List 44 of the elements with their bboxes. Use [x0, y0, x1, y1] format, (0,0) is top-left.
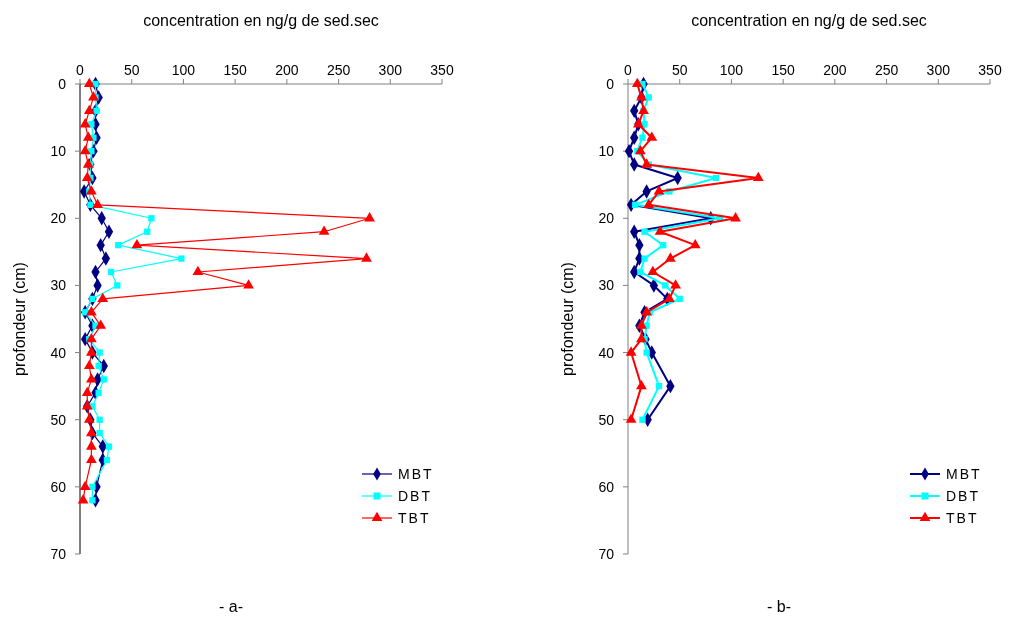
- x-tick-label: 150: [223, 62, 248, 78]
- y-tick-label: 60: [50, 478, 67, 495]
- y-tick-label: 50: [50, 411, 67, 428]
- y-tick-label: 0: [58, 76, 67, 92]
- x-tick-label: 100: [171, 62, 196, 78]
- y-tick-label: 0: [606, 76, 615, 92]
- legend-label: DBT: [398, 488, 432, 504]
- legend-label: MBT: [946, 466, 982, 482]
- x-tick-label: 50: [123, 62, 140, 78]
- y-tick-label: 10: [598, 143, 615, 160]
- y-tick-label: 40: [50, 344, 67, 361]
- x-tick-label: 100: [719, 62, 744, 78]
- text: - b-: [767, 598, 791, 615]
- legend-label: TBT: [946, 510, 979, 526]
- legend-label: TBT: [398, 510, 431, 526]
- x-tick-label: 300: [378, 62, 403, 78]
- x-tick-label: 250: [874, 62, 899, 78]
- y-tick-label: 70: [50, 546, 67, 562]
- x-tick-label: 0: [624, 62, 633, 78]
- y-tick-label: 30: [50, 277, 67, 294]
- y-tick-label: 50: [598, 411, 615, 428]
- y-tick-label: 40: [598, 344, 615, 361]
- text: - a-: [219, 598, 243, 615]
- legend-label: DBT: [946, 488, 980, 504]
- x-tick-label: 300: [926, 62, 951, 78]
- x-tick-label: 0: [76, 62, 85, 78]
- x-tick-label: 150: [771, 62, 796, 78]
- x-tick-label: 200: [275, 62, 299, 78]
- x-axis-title: concentration en ng/g de sed.sec: [143, 12, 379, 29]
- y-tick-label: 20: [598, 210, 615, 227]
- y-tick-label: 30: [598, 277, 615, 294]
- y-tick-label: 20: [50, 210, 67, 227]
- y-tick-label: 60: [598, 478, 615, 495]
- x-tick-label: 200: [823, 62, 847, 78]
- x-tick-label: 350: [430, 62, 454, 78]
- legend-label: MBT: [398, 466, 434, 482]
- x-tick-label: 50: [671, 62, 688, 78]
- x-tick-label: 350: [978, 62, 1002, 78]
- y-axis-title: profondeur (cm): [559, 262, 576, 376]
- y-axis-title: profondeur (cm): [11, 262, 28, 376]
- x-tick-label: 250: [326, 62, 351, 78]
- x-axis-title: concentration en ng/g de sed.sec: [691, 12, 927, 29]
- y-tick-label: 70: [598, 546, 615, 562]
- y-tick-label: 10: [50, 143, 67, 160]
